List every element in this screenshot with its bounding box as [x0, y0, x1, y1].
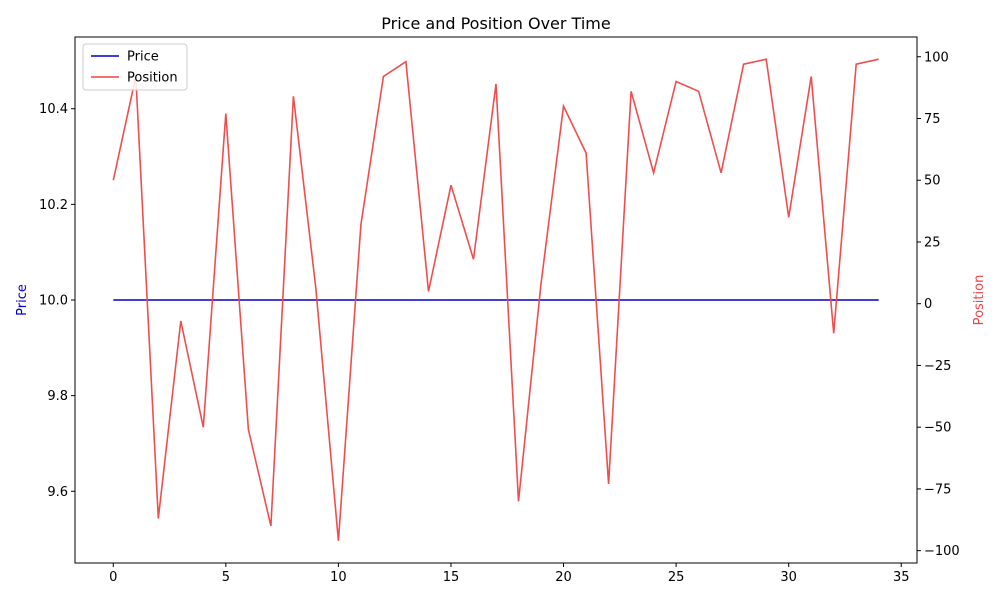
x-tick-label: 10: [330, 570, 347, 585]
y-left-tick-label: 9.6: [47, 485, 68, 500]
x-tick-label: 5: [222, 570, 230, 585]
y-right-tick-label: 0: [924, 297, 932, 312]
y-right-tick-label: −25: [924, 359, 951, 374]
chart-title: Price and Position Over Time: [381, 14, 610, 33]
y-left-tick-label: 10.2: [39, 198, 68, 213]
x-tick-label: 15: [443, 570, 460, 585]
x-tick-label: 20: [555, 570, 572, 585]
y-axis-right: −100 −75 −50 −25 0 25 50 75 100: [917, 50, 960, 559]
x-tick-label: 25: [668, 570, 685, 585]
x-tick-label: 30: [780, 570, 797, 585]
y-right-tick-label: 75: [924, 112, 941, 127]
y-axis-left: 9.6 9.8 10.0 10.2 10.4: [39, 102, 75, 500]
y-right-tick-label: 50: [924, 174, 941, 189]
y-axis-left-label: Price: [15, 284, 30, 316]
x-tick-label: 0: [109, 570, 117, 585]
series-line-position: [112, 58, 879, 541]
legend-label-price: Price: [127, 50, 159, 65]
y-left-tick-label: 9.8: [47, 389, 68, 404]
y-left-tick-label: 10.0: [39, 294, 68, 309]
legend-label-position: Position: [127, 71, 178, 86]
y-axis-right-label: Position: [972, 275, 987, 326]
x-axis: 0 5 10 15 20 25 30 35: [109, 563, 910, 585]
y-right-tick-label: −100: [924, 544, 960, 559]
y-right-tick-label: 25: [924, 235, 941, 250]
y-right-tick-label: −50: [924, 421, 951, 436]
y-right-tick-label: −75: [924, 482, 951, 497]
y-left-tick-label: 10.4: [39, 102, 68, 117]
legend: Price Position: [82, 43, 188, 91]
y-right-tick-label: 100: [924, 50, 949, 65]
x-tick-label: 35: [893, 570, 910, 585]
